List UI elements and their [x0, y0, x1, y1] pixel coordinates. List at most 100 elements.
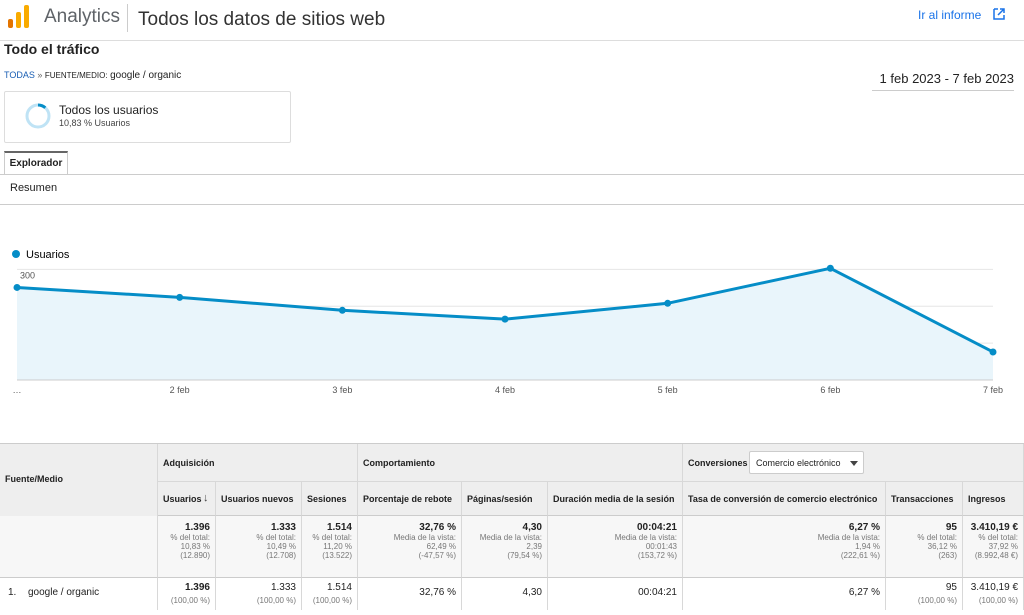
- group-header: Conversiones Comercio electrónico: [683, 444, 1024, 482]
- group-label: Adquisición: [163, 458, 215, 468]
- group-label: Conversiones: [688, 458, 748, 468]
- totals-detail: (8.992,48 €): [974, 551, 1018, 560]
- row-value: 1.333: [270, 582, 296, 593]
- totals-value: 4,30: [522, 522, 542, 533]
- column-label: Porcentaje de rebote: [363, 494, 453, 504]
- totals-detail: 10,49 %: [266, 542, 296, 551]
- totals-detail: % del total:: [170, 533, 210, 542]
- totals-cell: 4,30 Media de la vista: 2,39 (79,54 %): [462, 516, 548, 578]
- report-link[interactable]: Ir al informe: [918, 8, 982, 22]
- column-label: Ingresos: [968, 494, 1006, 504]
- row-cell: 1. google / organic: [0, 578, 158, 610]
- row-cell: 1.333 (100,00 %): [216, 578, 302, 610]
- x-tick-label: 2 feb: [170, 385, 190, 395]
- x-tick-label: 6 feb: [820, 385, 840, 395]
- column-header[interactable]: Tasa de conversión de comercio electróni…: [683, 482, 886, 516]
- totals-detail: 62,49 %: [426, 542, 456, 551]
- row-detail: (100,00 %): [256, 596, 296, 605]
- row-cell: 00:04:21: [548, 578, 683, 610]
- external-icon[interactable]: [992, 7, 1006, 21]
- x-tick-label: 7 feb: [983, 385, 1003, 395]
- totals-detail: % del total:: [312, 533, 352, 542]
- point: [176, 293, 184, 301]
- y-tick-label: 300: [20, 270, 35, 280]
- totals-detail: 2,39: [526, 542, 542, 551]
- legend-label: Usuarios: [26, 249, 70, 261]
- segment-name: Todos los usuarios: [59, 103, 159, 117]
- x-tick-label: 4 feb: [495, 385, 515, 395]
- x-tick-label: 5 feb: [658, 385, 678, 395]
- row-value: 32,76 %: [419, 587, 456, 598]
- totals-value: 3.410,19 €: [970, 522, 1018, 533]
- totals-detail: (-47,57 %): [418, 551, 456, 560]
- point: [338, 306, 346, 314]
- column-header[interactable]: Porcentaje de rebote: [358, 482, 462, 516]
- column-label: Páginas/sesión: [467, 494, 533, 504]
- totals-detail: % del total:: [256, 533, 296, 542]
- point: [989, 348, 997, 356]
- column-header[interactable]: Usuarios ↓: [158, 482, 216, 516]
- totals-cell: [0, 516, 158, 578]
- totals-cell: 1.514% del total: 11,20 % (13.522): [302, 516, 358, 578]
- column-header[interactable]: Páginas/sesión: [462, 482, 548, 516]
- totals-detail: Media de la vista:: [817, 533, 880, 542]
- tab[interactable]: Explorador: [4, 151, 68, 174]
- group-header: Adquisición: [158, 444, 358, 482]
- divider: [0, 40, 1024, 41]
- totals-detail: 37,92 %: [988, 542, 1018, 551]
- column-label: Sesiones: [307, 494, 347, 504]
- divider: [0, 174, 1024, 175]
- x-tick-label: …: [13, 385, 22, 395]
- row-cell: 1.396 (100,00 %): [158, 578, 216, 610]
- select-arrow: [850, 461, 858, 466]
- totals-cell: 1.396% del total: 10,83 % (12.890): [158, 516, 216, 578]
- date-range[interactable]: 1 feb 2023 - 7 feb 2023: [872, 68, 1014, 91]
- row-name[interactable]: google / organic: [28, 587, 100, 598]
- column-label: Usuarios: [163, 494, 202, 504]
- row-detail: (100,00 %): [978, 596, 1018, 605]
- totals-value: 00:04:21: [636, 522, 677, 533]
- property-name: Todos los datos de sitios web: [138, 9, 386, 30]
- row-value: 95: [945, 582, 957, 593]
- column-header[interactable]: Usuarios nuevos: [216, 482, 302, 516]
- totals-cell: 1.333% del total: 10,49 % (12.708): [216, 516, 302, 578]
- logo: [8, 5, 29, 28]
- column-label: Tasa de conversión de comercio electróni…: [688, 494, 878, 504]
- totals-detail: (222,61 %): [840, 551, 880, 560]
- totals-value: 95: [945, 522, 957, 533]
- segment-card[interactable]: Todos los usuarios 10,83 % Usuarios: [4, 91, 291, 143]
- column-header[interactable]: Ingresos: [963, 482, 1024, 516]
- page-title: Todo el tráfico: [4, 41, 100, 57]
- header-cell: Fuente/Medio: [0, 444, 158, 516]
- row-cell: 95 (100,00 %): [886, 578, 963, 610]
- row-value: 00:04:21: [638, 587, 677, 598]
- breadcrumb-dimension: FUENTE/MEDIO:: [44, 71, 108, 80]
- row-value: 4,30: [522, 587, 542, 598]
- row-value: 1.514: [326, 582, 352, 593]
- group-label: Comportamiento: [363, 458, 435, 468]
- x-tick-label: 3 feb: [332, 385, 352, 395]
- area: [17, 268, 993, 380]
- row-detail: (100,00 %): [312, 596, 352, 605]
- column-label: Transacciones: [891, 494, 954, 504]
- row-cell: 3.410,19 € (100,00 %): [963, 578, 1024, 610]
- totals-cell: 6,27 % Media de la vista: 1,94 % (222,61 %): [683, 516, 886, 578]
- row-detail: (100,00 %): [170, 596, 210, 605]
- column-header[interactable]: Duración media de la sesión: [548, 482, 683, 516]
- divider: [127, 4, 128, 32]
- totals-detail: 11,20 %: [323, 542, 352, 551]
- subtab[interactable]: Resumen: [10, 182, 58, 194]
- row-value: 6,27 %: [848, 587, 880, 598]
- row-index: 1.: [8, 587, 17, 598]
- totals-value: 1.396: [184, 522, 210, 533]
- breadcrumb-value: google / organic: [110, 70, 182, 81]
- conversion-select[interactable]: Comercio electrónico: [749, 451, 864, 474]
- totals-detail: 10,83 %: [180, 542, 210, 551]
- product-name: Analytics: [44, 6, 121, 27]
- breadcrumb-root[interactable]: TODAS: [4, 70, 35, 80]
- column-header[interactable]: Sesiones: [302, 482, 358, 516]
- totals-detail: 1,94 %: [855, 542, 880, 551]
- column-header[interactable]: Transacciones: [886, 482, 963, 516]
